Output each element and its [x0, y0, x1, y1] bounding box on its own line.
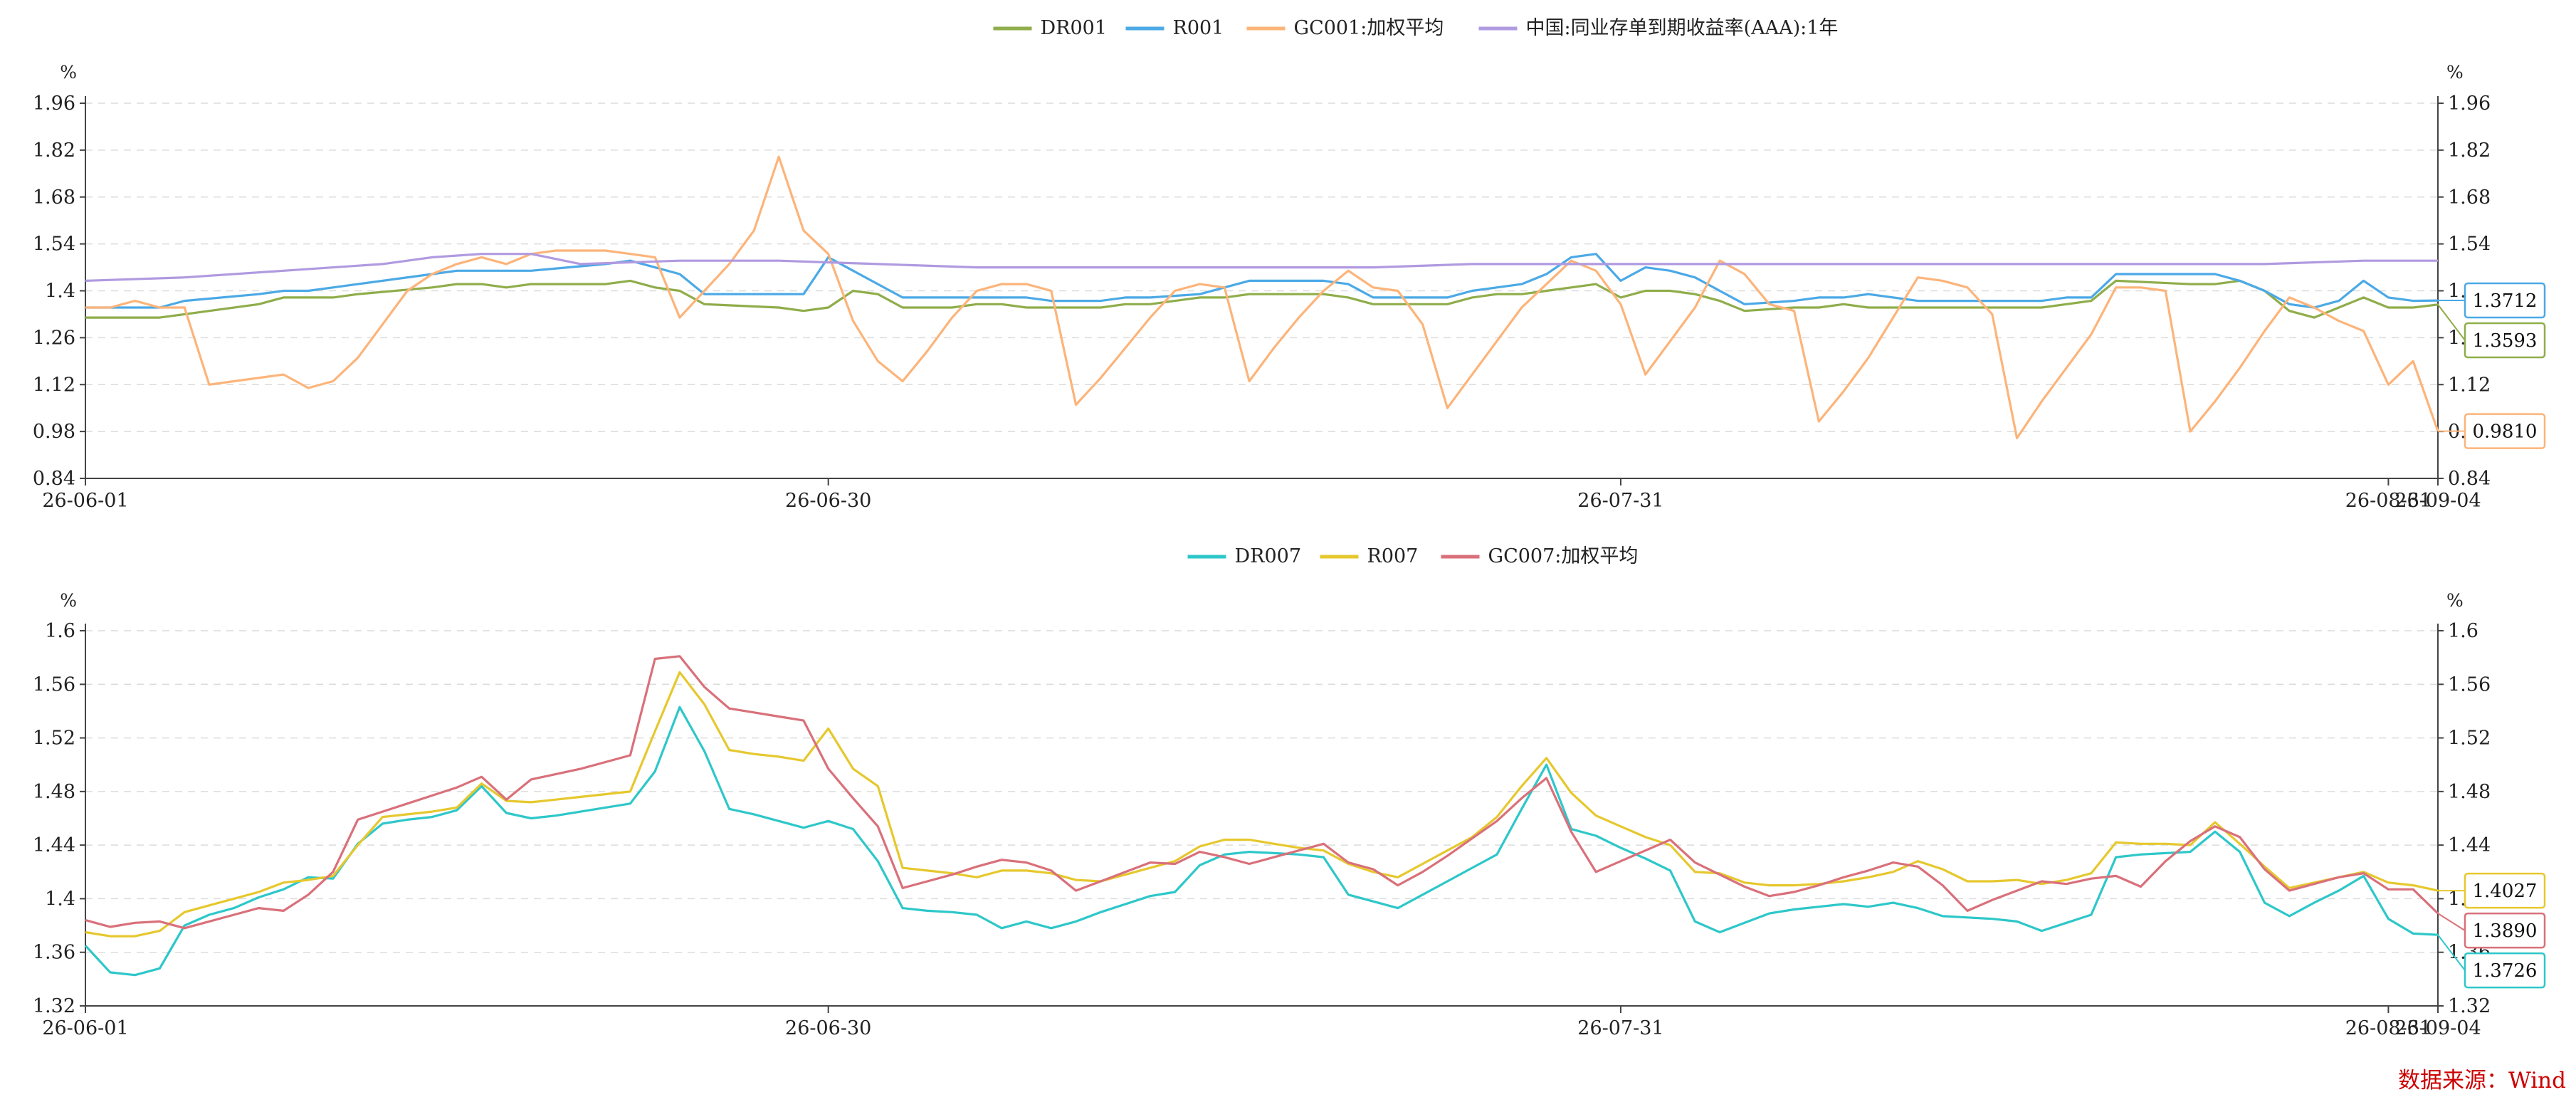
end-label-box: [2464, 322, 2546, 359]
end-label-box: [2464, 282, 2546, 319]
y-tick-label-left: 1.26: [33, 327, 75, 349]
y-unit-right: %: [2446, 62, 2464, 83]
x-tick-label: 26-07-31: [1577, 490, 1663, 512]
legend-label: GC001:加权平均: [1294, 17, 1444, 39]
end-value-label: 1.3712: [2473, 290, 2538, 312]
y-tick-label-right: 1.54: [2448, 233, 2491, 256]
legend: DR007 R007 GC007:加权平均: [1187, 545, 1639, 567]
y-tick-label-left: 1.32: [33, 995, 75, 1017]
y-tick-label-left: 1.48: [33, 781, 75, 803]
y-tick-label-left: 0.84: [33, 468, 75, 490]
x-tick-label: 26-06-01: [42, 490, 128, 512]
source-label: 数据来源：Wind: [2398, 1068, 2566, 1093]
x-tick-label: 26-09-04: [2394, 1017, 2481, 1039]
end-value-label: 1.3726: [2473, 960, 2538, 982]
legend-label: GC007:加权平均: [1488, 545, 1639, 567]
y-tick-label-left: 1.56: [33, 673, 75, 696]
end-label-box: [2464, 912, 2546, 949]
y-tick-label-left: 1.6: [45, 620, 75, 642]
x-tick-label: 26-06-30: [785, 490, 871, 512]
end-value-label: 1.4027: [2473, 881, 2538, 902]
top-panel: 0.840.840.980.981.121.121.261.261.41.41.…: [33, 17, 2546, 512]
series-line: [85, 253, 2439, 309]
series-line: [85, 655, 2439, 930]
y-tick-label-left: 1.4: [45, 280, 75, 303]
y-tick-label-left: 1.52: [33, 728, 75, 750]
y-unit-left: %: [60, 62, 77, 83]
x-tick-label: 26-08-31: [2345, 1017, 2432, 1039]
y-tick-label-right: 1.12: [2448, 374, 2491, 396]
x-tick-label: 26-07-31: [1577, 1017, 1663, 1039]
y-tick-label-right: 1.52: [2448, 728, 2491, 750]
end-label-box: [2464, 413, 2546, 449]
y-tick-label-left: 1.4: [45, 888, 75, 910]
x-tick-label: 26-06-01: [42, 1017, 128, 1039]
end-value-label: 0.9810: [2473, 421, 2538, 443]
legend: DR001 R001 GC001:加权平均 中国:同业存单到期收益率(AAA):1年: [993, 17, 1839, 39]
end-value-label: 1.3890: [2473, 920, 2538, 942]
legend-label: R001: [1173, 17, 1224, 39]
y-tick-label-right: 1.82: [2448, 140, 2491, 162]
y-tick-label-right: 1.68: [2448, 187, 2491, 209]
end-label-leader: [2437, 934, 2466, 971]
y-tick-label-right: 1.56: [2448, 673, 2491, 696]
y-tick-label-left: 1.12: [33, 374, 75, 396]
legend-label: DR007: [1235, 545, 1302, 567]
y-tick-label-left: 1.82: [33, 140, 75, 162]
bottom-panel: 1.321.321.361.361.41.41.441.441.481.481.…: [33, 545, 2546, 1039]
series-line: [85, 253, 2438, 282]
end-label-box: [2464, 872, 2546, 909]
y-tick-label-left: 1.54: [33, 233, 75, 256]
end-label-box: [2464, 952, 2546, 989]
y-tick-label-right: 1.6: [2448, 620, 2478, 642]
legend-label: R007: [1367, 545, 1419, 567]
y-tick-label-right: 1.96: [2448, 93, 2491, 115]
legend-label: 中国:同业存单到期收益率(AAA):1年: [1526, 17, 1839, 39]
series-line: [85, 671, 2439, 938]
x-tick-label: 26-08-31: [2345, 490, 2432, 512]
y-tick-label-left: 1.44: [33, 834, 75, 856]
y-tick-label-right: 1.44: [2448, 834, 2491, 856]
y-tick-label-left: 1.68: [33, 187, 75, 209]
series-line: [84, 705, 2439, 977]
y-tick-label-left: 1.96: [33, 93, 75, 115]
y-unit-left: %: [60, 590, 77, 611]
y-tick-label-right: 0.84: [2448, 468, 2491, 490]
y-tick-label-left: 1.36: [33, 942, 75, 964]
y-tick-label-right: 1.48: [2448, 781, 2491, 803]
legend-label: DR001: [1041, 17, 1108, 39]
series-line: [85, 279, 2439, 319]
y-unit-right: %: [2446, 590, 2464, 611]
x-tick-label: 26-06-30: [785, 1017, 871, 1039]
x-tick-label: 26-09-04: [2394, 490, 2481, 512]
y-tick-label-left: 0.98: [33, 421, 75, 443]
end-label-leader: [2437, 913, 2466, 931]
end-value-label: 1.3593: [2473, 330, 2538, 352]
series-line: [85, 155, 2439, 440]
end-label-leader: [2437, 304, 2466, 341]
y-tick-label-right: 1.32: [2448, 995, 2491, 1017]
